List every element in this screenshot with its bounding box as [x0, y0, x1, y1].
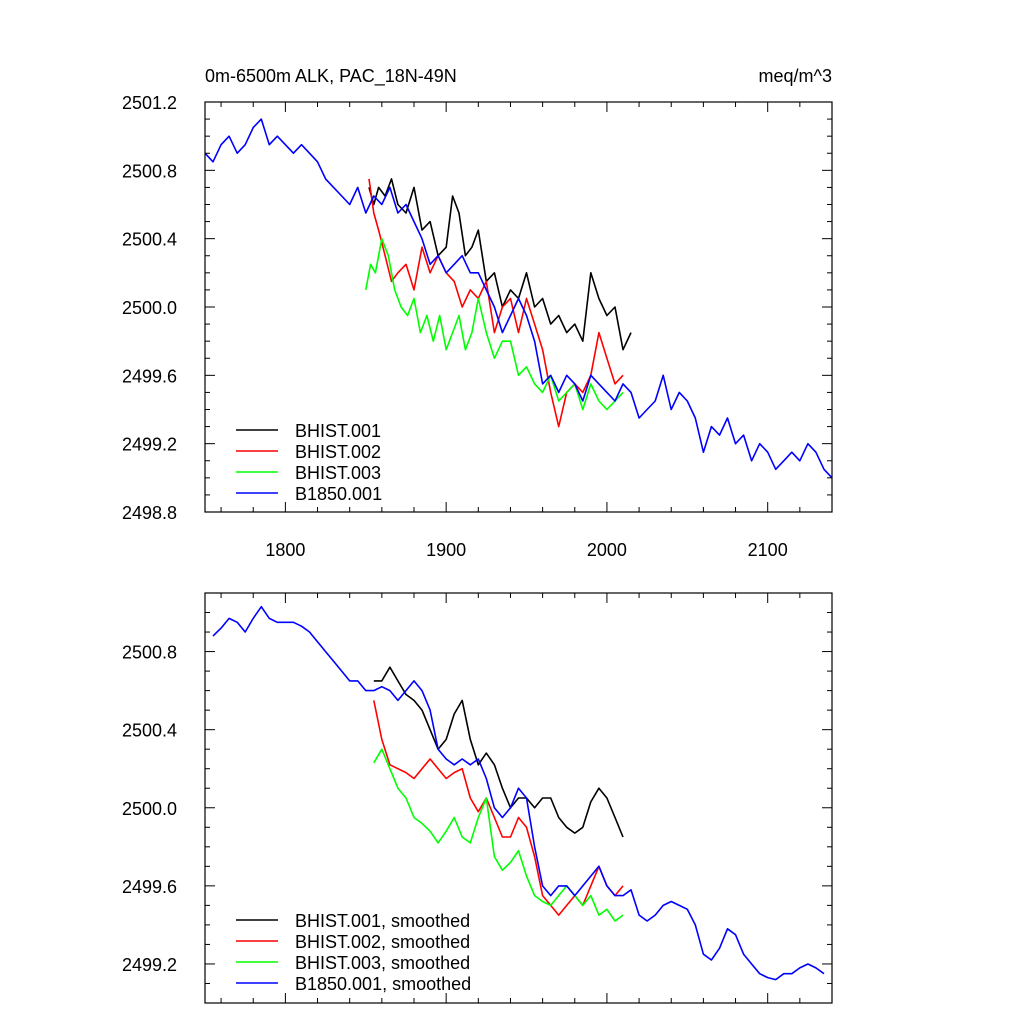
top-y-tick-label: 2499.6	[122, 366, 177, 386]
bottom-series-bhist-001-smoothed	[373, 666, 624, 838]
bottom-y-tick-label: 2500.8	[122, 643, 177, 663]
chart-title-left: 0m-6500m ALK, PAC_18N-49N	[205, 66, 457, 87]
top-chart-panel: 1800 1900 2000 2100 2498.8 2499.2 2499.6 2500.0…	[122, 66, 833, 560]
chart-title-units: meq/m^3	[759, 66, 832, 86]
bottom-y-tick-label: 2500.4	[122, 721, 177, 741]
top-series-bhist-002	[368, 178, 624, 428]
bottom-series-bhist-003-smoothed	[373, 748, 624, 922]
top-legend-label: BHIST.002	[295, 442, 381, 462]
top-y-tick-label: 2500.4	[122, 230, 177, 250]
bottom-y-tick-label: 2499.2	[122, 955, 177, 975]
top-series-bhist-001	[368, 178, 632, 351]
bottom-legend-label: BHIST.001, smoothed	[295, 911, 470, 931]
top-x-tick-label: 2100	[748, 540, 788, 560]
bottom-chart-panel: 2499.2 2499.6 2500.0 2500.4 2500.8 BHIST.001,…	[122, 592, 833, 1004]
bottom-y-tick-label: 2499.6	[122, 877, 177, 897]
bottom-legend-label: B1850.001, smoothed	[295, 974, 471, 994]
bottom-series-b1850-001-smoothed	[212, 605, 825, 981]
top-x-tick-label: 2000	[587, 540, 627, 560]
top-y-tick-label: 2500.0	[122, 298, 177, 318]
top-x-tick-label: 1800	[265, 540, 305, 560]
bottom-legend-label: BHIST.002, smoothed	[295, 932, 470, 952]
bottom-plot-frame	[204, 592, 833, 1004]
top-y-tick-label: 2500.8	[122, 161, 177, 181]
top-y-tick-label: 2501.2	[122, 93, 177, 113]
top-legend-label: BHIST.003	[295, 463, 381, 483]
bottom-legend-label: BHIST.003, smoothed	[295, 953, 470, 973]
top-y-tick-label: 2498.8	[122, 503, 177, 523]
top-legend-label: BHIST.001	[295, 421, 381, 441]
top-x-tick-label: 1900	[426, 540, 466, 560]
bottom-y-tick-label: 2500.0	[122, 799, 177, 819]
top-legend-label: B1850.001	[295, 484, 382, 504]
top-series-b1850-001	[204, 118, 833, 479]
top-y-tick-label: 2499.2	[122, 435, 177, 455]
